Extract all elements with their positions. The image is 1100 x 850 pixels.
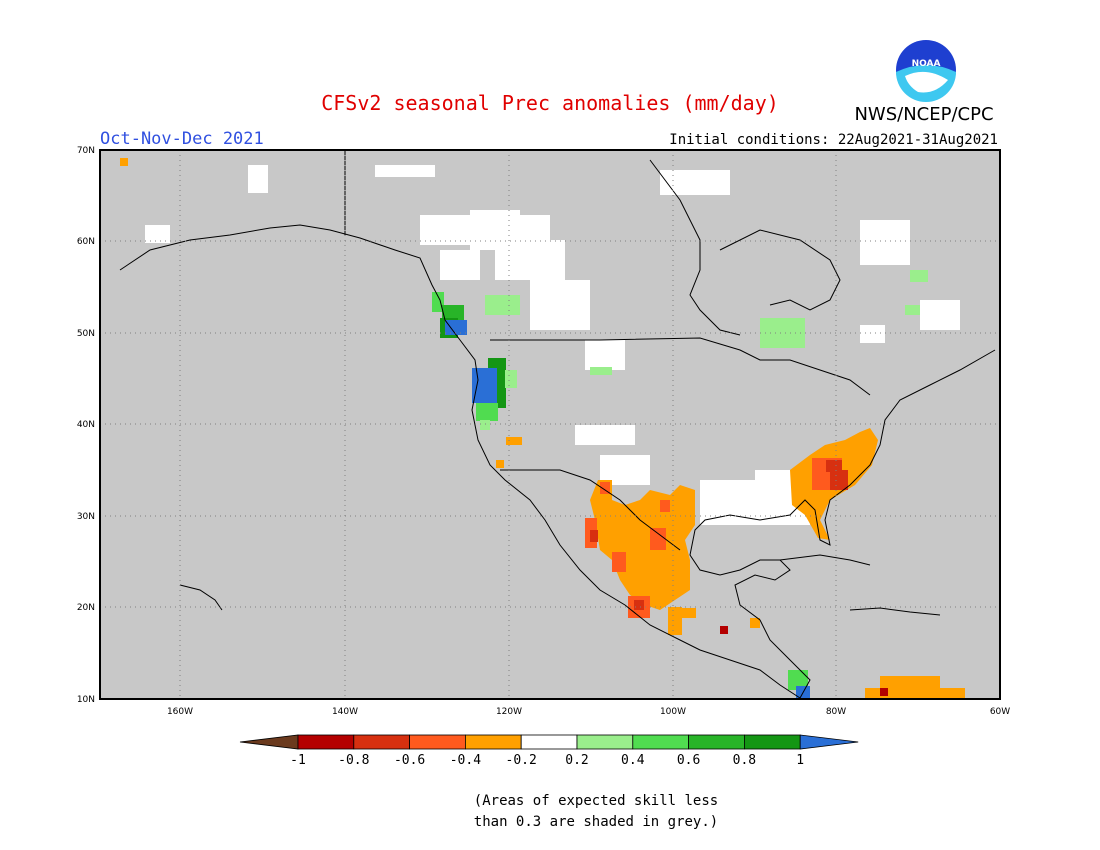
- lat-label: 50N: [77, 329, 95, 339]
- footnote-line-1: (Areas of expected skill less: [474, 793, 718, 809]
- latitude-labels: 70N 60N 50N 40N 30N 20N 10N: [77, 146, 95, 705]
- colorbar-tick-label: 1: [796, 753, 804, 768]
- colorbar-swatch: [520, 734, 578, 750]
- wet-anomaly-regions: [432, 270, 928, 698]
- colorbar-swatch: [688, 734, 745, 750]
- colorbar-swatch: [632, 734, 689, 750]
- colorbar-tick-label: 0.4: [621, 753, 645, 768]
- colorbar-swatches: [239, 734, 859, 750]
- colorbar-arrow-low: [239, 734, 299, 750]
- colorbar-swatch: [576, 734, 634, 750]
- colorbar-swatch: [464, 734, 522, 750]
- colorbar-tick-label: -1: [290, 753, 306, 768]
- footnote-line-2: than 0.3 are shaded in grey.): [474, 814, 718, 830]
- lon-label: 60W: [990, 707, 1010, 717]
- colorbar-tick-label: -0.6: [394, 753, 425, 768]
- lon-label: 120W: [496, 707, 522, 717]
- dry-anomaly-regions: [120, 158, 965, 698]
- map-frame: [99, 149, 1001, 700]
- colorbar-tick-labels: -1 -0.8 -0.6 -0.4 -0.2 0.2 0.4 0.6 0.8 1: [290, 753, 804, 768]
- lat-label: 30N: [77, 512, 95, 522]
- colorbar-tick-label: -0.8: [338, 753, 369, 768]
- map-title: CFSv2 seasonal Prec anomalies (mm/day): [321, 91, 779, 115]
- colorbar-swatch: [353, 734, 410, 750]
- noaa-logo: NOAA: [896, 40, 956, 102]
- lat-label: 10N: [77, 695, 95, 705]
- colorbar-swatch: [297, 734, 355, 750]
- lat-label: 70N: [77, 146, 95, 156]
- colorbar-tick-label: 0.8: [733, 753, 756, 768]
- lon-label: 100W: [660, 707, 686, 717]
- lat-label: 20N: [77, 603, 95, 613]
- colorbar-tick-label: -0.4: [450, 753, 481, 768]
- coastlines-and-borders: [119, 150, 996, 699]
- lon-label: 80W: [826, 707, 846, 717]
- longitude-labels: 160W 140W 120W 100W 80W 60W: [167, 707, 1010, 717]
- lon-label: 160W: [167, 707, 193, 717]
- colorbar-tick-label: 0.6: [677, 753, 700, 768]
- colorbar-tick-label: 0.2: [565, 753, 588, 768]
- colorbar-arrow-high: [799, 734, 859, 750]
- colorbar: -1 -0.8 -0.6 -0.4 -0.2 0.2 0.4 0.6 0.8 1: [239, 734, 859, 768]
- agency-label: NWS/NCEP/CPC: [854, 104, 993, 125]
- season-label: Oct-Nov-Dec 2021: [100, 129, 264, 149]
- colorbar-swatch: [744, 734, 801, 750]
- colorbar-tick-label: -0.2: [506, 753, 537, 768]
- lat-label: 40N: [77, 420, 95, 430]
- map-panel: 70N 60N 50N 40N 30N 20N 10N 160W 140W 12…: [77, 146, 1010, 717]
- noaa-logo-text: NOAA: [912, 59, 941, 69]
- colorbar-swatch: [409, 734, 466, 750]
- graticule: [100, 150, 1000, 699]
- lon-label: 140W: [332, 707, 358, 717]
- lat-label: 60N: [77, 237, 95, 247]
- initial-conditions-label: Initial conditions: 22Aug2021-31Aug2021: [669, 132, 998, 148]
